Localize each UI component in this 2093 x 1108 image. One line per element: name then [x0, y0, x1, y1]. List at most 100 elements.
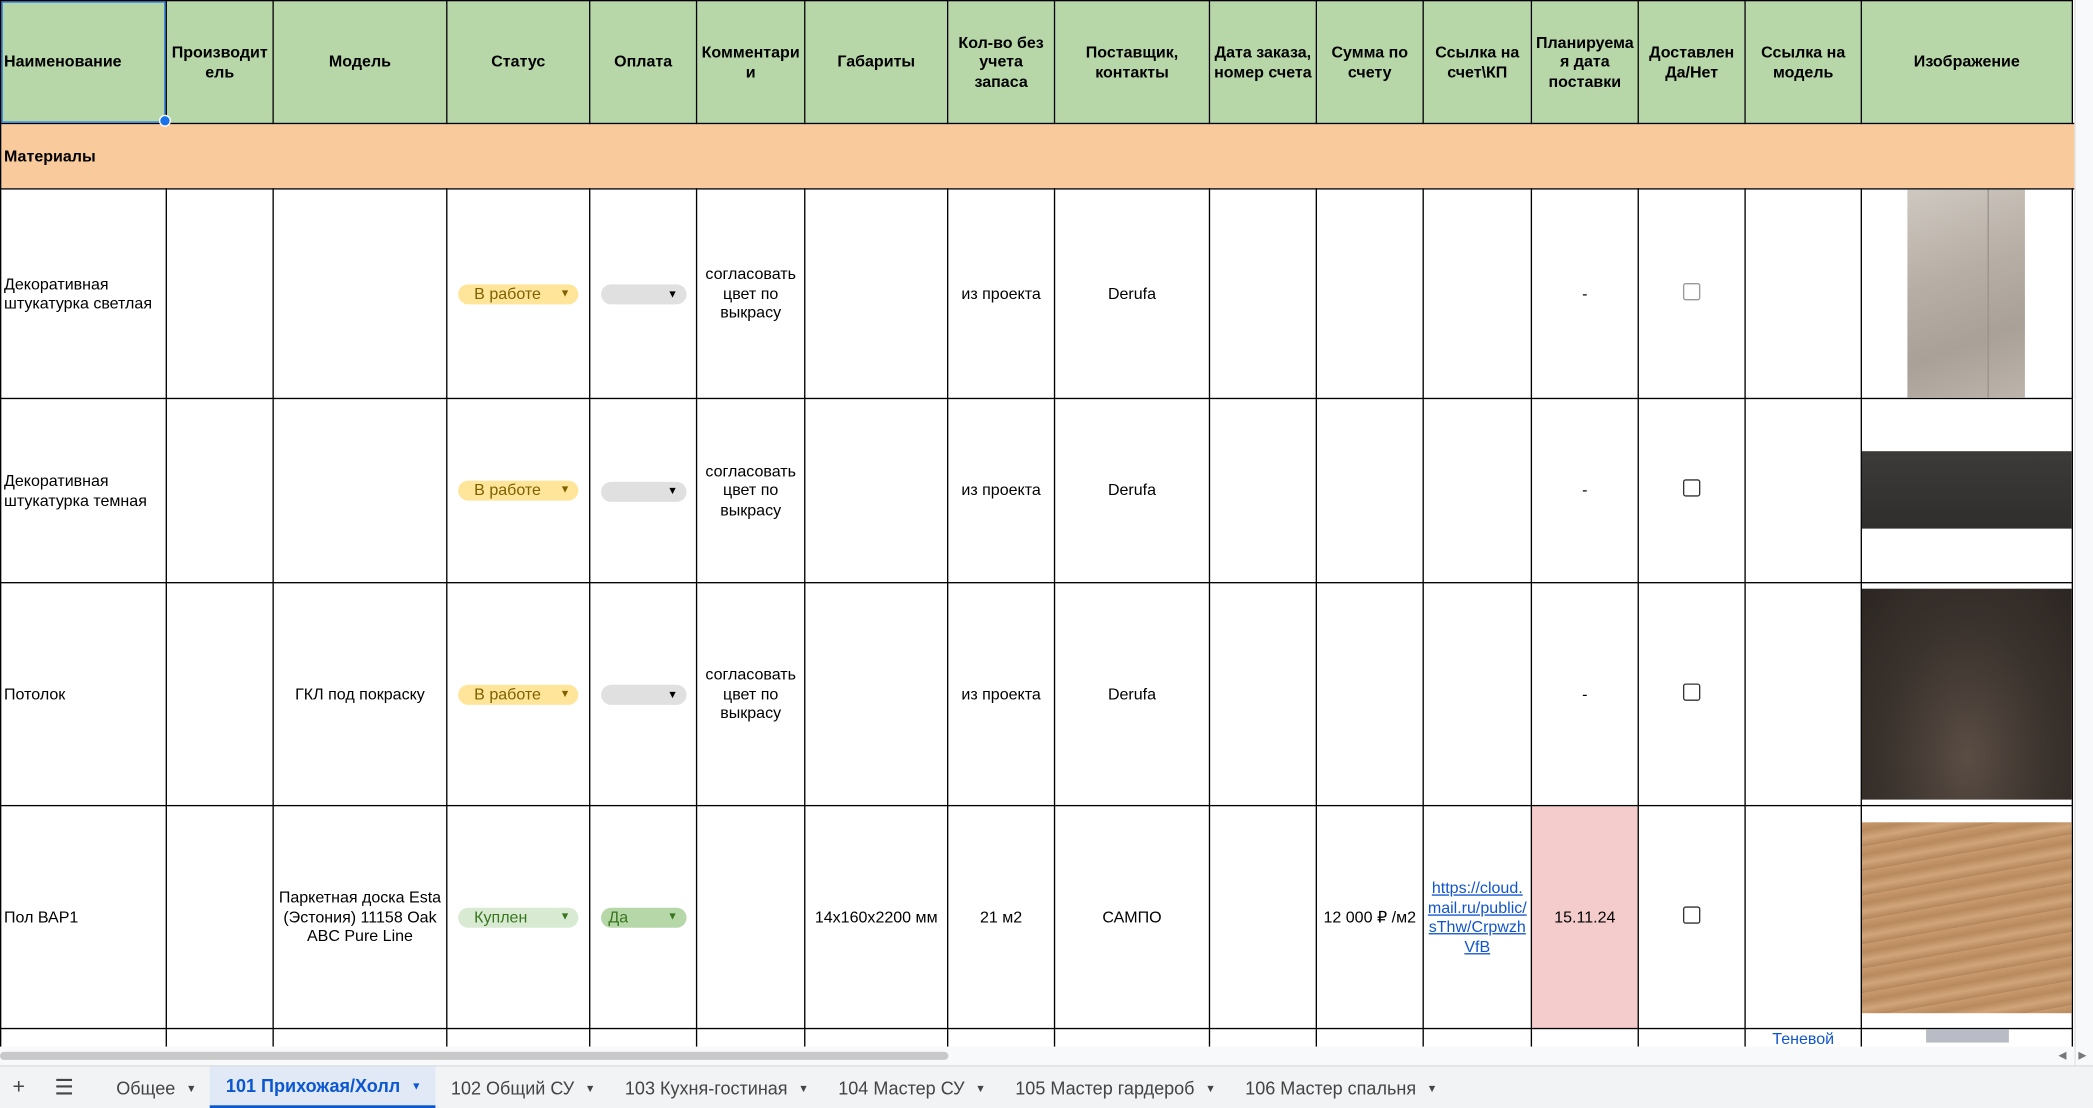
cell-maker[interactable]	[165, 397, 274, 584]
header-cell[interactable]: Наименование	[0, 0, 167, 125]
header-cell[interactable]: Сумма по счету	[1315, 0, 1424, 125]
cell-payment[interactable]: ▼	[589, 582, 698, 807]
cell-comment[interactable]	[695, 804, 806, 1030]
plus-icon[interactable]: +	[12, 1075, 25, 1099]
cell-qty[interactable]: из проекта	[947, 397, 1056, 584]
chevron-down-icon[interactable]: ▼	[185, 1081, 197, 1094]
cell-name[interactable]: Декоративная штукатурка светлая	[0, 188, 167, 400]
cell-supplier[interactable]: Derufa	[1053, 582, 1211, 807]
header-cell[interactable]: Оплата	[589, 0, 698, 125]
cell-payment[interactable]: ▼	[589, 188, 698, 400]
cell-delivered[interactable]	[1637, 188, 1746, 400]
sheet-tab[interactable]: 105 Мастер гардероб ▼	[999, 1067, 1229, 1108]
header-cell[interactable]: Производит ель	[165, 0, 274, 125]
cell-model-link[interactable]	[1744, 804, 1862, 1030]
cell-order[interactable]	[1208, 397, 1318, 584]
chevron-down-icon[interactable]: ▼	[1205, 1081, 1216, 1094]
payment-chip[interactable]: ▼	[600, 481, 686, 502]
header-cell[interactable]: Кол-во без учета запаса	[947, 0, 1056, 125]
header-cell[interactable]: Доставлен Да/Нет	[1637, 0, 1746, 125]
section-title[interactable]: Материалы	[0, 122, 2092, 190]
cell-order[interactable]	[1208, 582, 1318, 807]
cell-supplier[interactable]: Derufa	[1053, 397, 1211, 584]
cell-name[interactable]: Декоративная штукатурка темная	[0, 397, 167, 584]
chevron-down-icon[interactable]: ▼	[798, 1081, 809, 1094]
header-cell[interactable]: Модель	[272, 0, 448, 125]
header-cell[interactable]: Ссылка на модель	[1744, 0, 1862, 125]
cell-maker[interactable]	[165, 188, 274, 400]
delivered-checkbox[interactable]	[1682, 282, 1701, 301]
cell-sum[interactable]	[1315, 582, 1424, 807]
chevron-down-icon[interactable]: ▼	[1426, 1081, 1438, 1094]
payment-chip[interactable]: Да ▼	[600, 907, 686, 928]
cell-dims[interactable]: 14x160x2200 мм	[804, 804, 949, 1030]
cell-invoice-link[interactable]	[1422, 582, 1533, 807]
scrollbar-thumb[interactable]	[0, 1051, 949, 1060]
delivered-checkbox[interactable]	[1682, 906, 1701, 924]
header-cell[interactable]: Планируема я дата поставки	[1530, 0, 1639, 125]
menu-icon[interactable]: ☰	[54, 1077, 74, 1100]
cell-maker[interactable]	[165, 582, 274, 807]
cell-qty[interactable]: из проекта	[947, 188, 1056, 400]
cell-image[interactable]	[1860, 804, 2074, 1030]
cell-sum[interactable]: 12 000 ₽ /м2	[1315, 804, 1424, 1030]
delivered-checkbox[interactable]	[1682, 479, 1701, 497]
cell-invoice-link[interactable]	[1422, 188, 1533, 400]
chevron-down-icon[interactable]: ▼	[584, 1081, 596, 1094]
cell-supplier[interactable]: Derufa	[1053, 188, 1211, 400]
header-cell[interactable]: Изображение	[1860, 0, 2074, 125]
horizontal-scrollbar[interactable]	[0, 1046, 2075, 1066]
delivered-checkbox[interactable]	[1682, 683, 1701, 701]
cell-sum[interactable]	[1315, 397, 1424, 584]
cell-status[interactable]: В работе ▼	[446, 582, 591, 807]
chevron-down-icon[interactable]: ▼	[410, 1079, 422, 1092]
scroll-right-icon[interactable]: ▶	[2078, 1049, 2087, 1062]
cell-model-link[interactable]	[1744, 188, 1862, 400]
cell-image[interactable]	[1860, 582, 2074, 807]
cell-model[interactable]: ГКЛ под покраску	[272, 582, 448, 807]
cell-image[interactable]	[1860, 397, 2074, 584]
sheet-tab[interactable]: 104 Мастер СУ ▼	[822, 1067, 999, 1108]
payment-chip[interactable]: ▼	[600, 284, 686, 305]
sheet-tab[interactable]: 103 Кухня-гостиная ▼	[609, 1067, 822, 1108]
cell-comment[interactable]: согласовать цвет по выкрасу	[695, 582, 806, 807]
header-cell[interactable]: Габариты	[804, 0, 949, 125]
vertical-scrollbar[interactable]	[2074, 0, 2093, 1066]
header-cell[interactable]: Комментари и	[695, 0, 806, 125]
cell-model-link[interactable]	[1744, 397, 1862, 584]
cell-model[interactable]	[272, 397, 448, 584]
cell-planned-date[interactable]: -	[1530, 188, 1639, 400]
cell-model[interactable]	[272, 188, 448, 400]
header-cell[interactable]: Дата заказа, номер счета	[1208, 0, 1318, 125]
cell-planned-date[interactable]: -	[1530, 582, 1639, 807]
cell-qty[interactable]: 21 м2	[947, 804, 1056, 1030]
cell-sum[interactable]	[1315, 188, 1424, 400]
cell-maker[interactable]	[165, 804, 274, 1030]
cell-delivered[interactable]	[1637, 804, 1746, 1030]
cell-delivered[interactable]	[1637, 582, 1746, 807]
cell-comment[interactable]: согласовать цвет по выкрасу	[695, 397, 806, 584]
header-cell[interactable]: Статус	[446, 0, 591, 125]
cell-planned-date[interactable]: 15.11.24	[1530, 804, 1639, 1030]
sheet-tab[interactable]: 102 Общий СУ ▼	[435, 1067, 609, 1108]
cell-model-link[interactable]	[1744, 582, 1862, 807]
cell-dims[interactable]	[804, 582, 949, 807]
cell-payment[interactable]: Да ▼	[589, 804, 698, 1030]
cell-model[interactable]: Паркетная доска Esta (Эстония) 11158 Oak…	[272, 804, 448, 1030]
status-chip[interactable]: Куплен ▼	[458, 907, 579, 928]
cell-delivered[interactable]	[1637, 397, 1746, 584]
cell-status[interactable]: В работе ▼	[446, 188, 591, 400]
cell-dims[interactable]	[804, 397, 949, 584]
status-chip[interactable]: В работе ▼	[458, 480, 579, 501]
cell-image[interactable]	[1860, 188, 2074, 400]
cell-qty[interactable]: из проекта	[947, 582, 1056, 807]
selection-handle[interactable]	[158, 114, 171, 127]
cell-invoice-link[interactable]	[1422, 397, 1533, 584]
sheet-tab[interactable]: Общее ▼	[100, 1067, 210, 1108]
cell-supplier[interactable]: САМПО	[1053, 804, 1211, 1030]
chevron-down-icon[interactable]: ▼	[975, 1081, 986, 1094]
cell-invoice-link[interactable]: https://cloud.mail.ru/public/sThw/Crpwzh…	[1422, 804, 1533, 1030]
cell-name[interactable]: Пол ВАР1	[0, 804, 167, 1030]
header-cell[interactable]: Ссылка на счет\КП	[1422, 0, 1533, 125]
cell-dims[interactable]	[804, 188, 949, 400]
